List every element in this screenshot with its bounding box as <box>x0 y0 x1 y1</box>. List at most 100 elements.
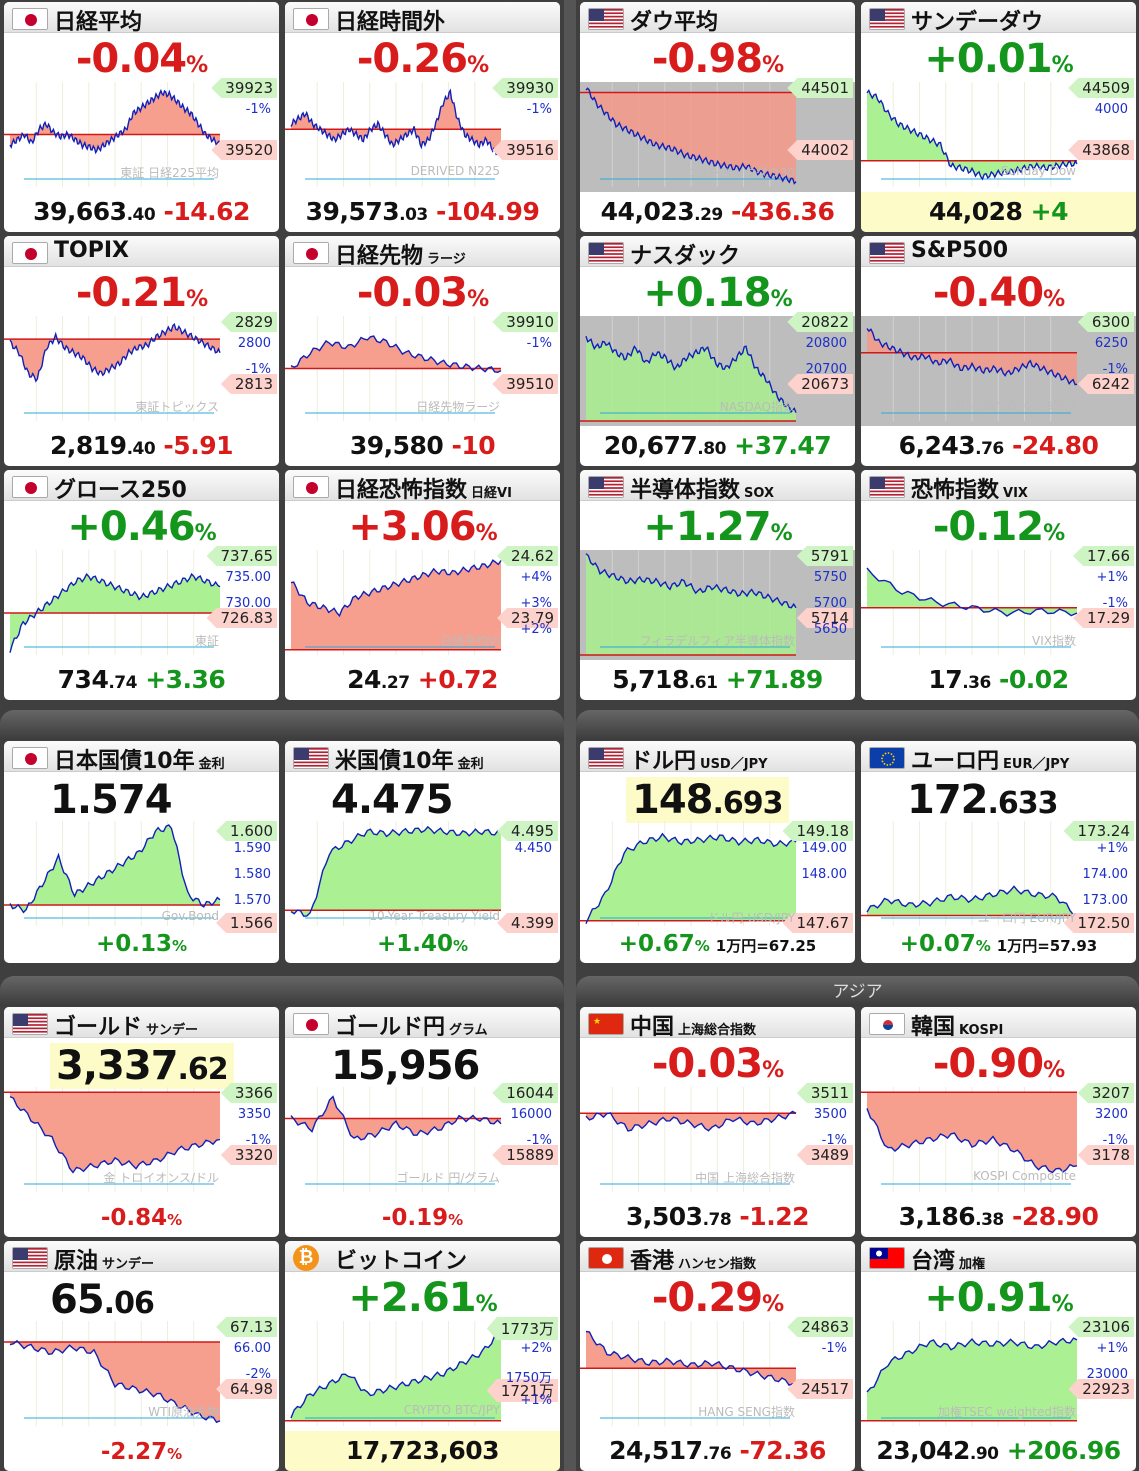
percent-change: -0.29% <box>651 1275 784 1321</box>
chart-area <box>291 336 501 373</box>
high-label: 16044 <box>492 1083 558 1103</box>
tile-sunday-dow[interactable]: サンデーダウ +0.01% 44509 43868 Sunday Dow 4000 44,0… <box>861 2 1136 232</box>
percent-change: +2.61% <box>348 1275 497 1321</box>
tile-bitcoin[interactable]: ₿ ビットコイン +2.61% 1773万 1721万 CRYPTO BTC/JPY +2%… <box>285 1241 560 1471</box>
percent-change: -0.90% <box>932 1041 1065 1087</box>
chart-watermark: NASDAQ指数 <box>719 400 795 414</box>
tile-dow[interactable]: ダウ平均 -0.98% 44501 44002 ニューヨークダウ30 44,023.29 … <box>580 2 855 232</box>
intraday-chart <box>580 821 797 926</box>
flag-us-icon <box>869 476 905 498</box>
chart-area <box>586 1111 796 1131</box>
tile-topix[interactable]: TOPIX -0.21% 2829 2813 東証トピックス 2800 -1% 2,819.4… <box>4 236 279 466</box>
flag-jp-icon <box>293 242 329 264</box>
chart-watermark: ドル円 USD/JPY <box>707 911 795 925</box>
tile-crude[interactable]: 原油 サンデー 65.06 67.13 64.98 WTI原油先物 66.00 -2% -2.2… <box>4 1241 279 1471</box>
percent-change: +1.27% <box>643 504 792 550</box>
tile-china[interactable]: ★ 中国 上海総合指数 -0.03% 3511 3489 中国 上海総合指数 3500 -1% 3… <box>580 1007 855 1237</box>
percent-change: +0.91% <box>924 1275 1073 1321</box>
low-label: 22923 <box>1068 1379 1134 1399</box>
reference-level-label: 4.450 <box>514 841 552 856</box>
reference-level-label: +1% <box>520 1393 552 1408</box>
tile-title-bar: 日経時間外 <box>285 2 560 35</box>
tile-usdjpy[interactable]: ドル円 USD／JPY 148.693 149.18 147.67 ドル円 USD/JPY… <box>580 741 855 963</box>
tile-gold[interactable]: ゴールド サンデー 3,337.62 3366 3320 金 トロイオンス/ドル 3350 -… <box>4 1007 279 1237</box>
reference-level-label: +2% <box>520 1341 552 1356</box>
percent-change: -0.03% <box>651 1041 784 1087</box>
price-line <box>9 322 221 383</box>
tile-title-bar: 韓国 KOSPI <box>861 1007 1136 1040</box>
tile-nikkei-futures[interactable]: 日経先物 ラージ -0.03% 39910 39510 日経先物ラージ -1% 39,580 … <box>285 236 560 466</box>
reference-level-label: 149.00 <box>801 841 848 856</box>
intraday-chart <box>4 550 221 655</box>
high-label: 3366 <box>220 1083 277 1103</box>
reference-level-label: -1% <box>1102 596 1128 611</box>
price-line <box>9 572 221 653</box>
low-label: 1721万 <box>486 1379 558 1402</box>
tile-name: ドル円 USD／JPY <box>630 749 768 774</box>
chart-watermark: Gov.Bond <box>161 909 219 923</box>
tile-jgb10[interactable]: 日本国債10年 金利 1.574 1.600 1.566 Gov.Bond 1.590 1.5… <box>4 741 279 963</box>
tile-korea[interactable]: 韓国 KOSPI -0.90% 3207 3178 KOSPI Composite 3200… <box>861 1007 1136 1237</box>
chart-watermark: VIX指数 <box>1032 634 1076 648</box>
tile-nikkei-vi[interactable]: 日経恐怖指数 日経VI +3.06% 24.62 23.79 日経平均VI +4% +3% +2… <box>285 470 560 700</box>
tile-sox[interactable]: 半導体指数 SOX +1.27% 5791 5714 フィラデルフィア半導体指数 5750 5… <box>580 470 855 700</box>
tile-nikkei[interactable]: 日経平均 -0.04% 39923 39520 東証 日経225平均 -1% 39,663.… <box>4 2 279 232</box>
tile-eurjpy[interactable]: ユーロ円 EUR／JPY 172.633 173.24 172.50 ユーロ円 EUR/J… <box>861 741 1136 963</box>
reference-level-label: 6250 <box>1094 336 1128 351</box>
flag-us-icon <box>588 476 624 498</box>
high-label: 24.62 <box>497 546 558 566</box>
tile-sp500[interactable]: S&P500 -0.40% 6300 6242 Standard&Poor's500 62… <box>861 236 1136 466</box>
high-label: 737.65 <box>206 546 277 566</box>
tile-growth250[interactable]: グロース250 +0.46% 737.65 726.83 東証 735.00 730.00 7… <box>4 470 279 700</box>
price-line <box>866 88 1078 181</box>
chart-area <box>10 574 220 653</box>
low-label: 3489 <box>796 1145 853 1165</box>
tile-taiwan[interactable]: 台湾 加権 +0.91% 23106 22923 加権TSEC weighted指数 +1%… <box>861 1241 1136 1471</box>
tile-hongkong[interactable]: 香港 ハンセン指数 -0.29% 24863 24517 HANG SENG指数 -1% 24… <box>580 1241 855 1471</box>
flag-jp-icon <box>12 747 48 769</box>
reference-level-label: 173.00 <box>1082 893 1129 908</box>
low-label: 64.98 <box>216 1379 277 1399</box>
flag-us-icon <box>869 8 905 30</box>
flag-us-icon <box>293 747 329 769</box>
reference-level-label: 66.00 <box>233 1341 271 1356</box>
flag-us-icon <box>588 747 624 769</box>
chart-area <box>867 90 1077 180</box>
price-line <box>9 1095 221 1174</box>
intraday-chart <box>861 821 1078 926</box>
tile-nikkei-night[interactable]: 日経時間外 -0.26% 39930 39516 DERIVED N225 -1% 39,5… <box>285 2 560 232</box>
tile-title-bar: ★ 中国 上海総合指数 <box>580 1007 855 1040</box>
flag-us-icon <box>588 242 624 264</box>
section-header-fx <box>576 710 1139 740</box>
tile-name: 中国 上海総合指数 <box>630 1015 757 1040</box>
percent-change: -0.98% <box>651 36 784 82</box>
percent-change: -0.40% <box>932 270 1065 316</box>
low-label: 15889 <box>492 1145 558 1165</box>
high-label: 3511 <box>796 1083 853 1103</box>
current-price: 172.633 <box>907 777 1059 823</box>
intraday-chart <box>861 550 1078 655</box>
tile-nasdaq[interactable]: ナスダック +0.18% 20822 20673 NASDAQ指数 20800 20700 2… <box>580 236 855 466</box>
reference-level-label: -1% <box>821 1133 847 1148</box>
tile-gold-jpy[interactable]: ゴールド円 グラム 15,956 16044 15889 ゴールド 円/グラム 16000 -… <box>285 1007 560 1237</box>
chart-watermark: DERIVED N225 <box>410 164 500 178</box>
intraday-chart <box>285 316 502 421</box>
tile-vix[interactable]: 恐怖指数 VIX -0.12% 17.66 17.29 VIX指数 +1% -1% 17.36 … <box>861 470 1136 700</box>
reference-level-label: 1.580 <box>233 867 271 882</box>
price-footer: 734.74 +3.36 <box>57 665 226 694</box>
intraday-chart <box>580 1087 797 1192</box>
change-footer: +1.40% <box>376 931 469 957</box>
change-footer: -2.27% <box>100 1439 183 1465</box>
reference-level-label: 3500 <box>813 1107 847 1122</box>
reference-level-label: -1% <box>526 102 552 117</box>
reference-level-label: +3% <box>520 596 552 611</box>
reference-level-label: 1750万 <box>505 1371 552 1386</box>
tile-ust10[interactable]: 米国債10年 金利 4.475 4.495 4.399 10-Year Treasury … <box>285 741 560 963</box>
price-line <box>9 88 221 155</box>
percent-change: -0.12% <box>932 504 1065 550</box>
tile-name: ナスダック <box>630 244 741 269</box>
reference-level-label: 2800 <box>237 336 271 351</box>
tile-name: 日本国債10年 金利 <box>54 749 225 774</box>
reference-level-label: 174.00 <box>1082 867 1129 882</box>
high-label: 2829 <box>220 312 277 332</box>
